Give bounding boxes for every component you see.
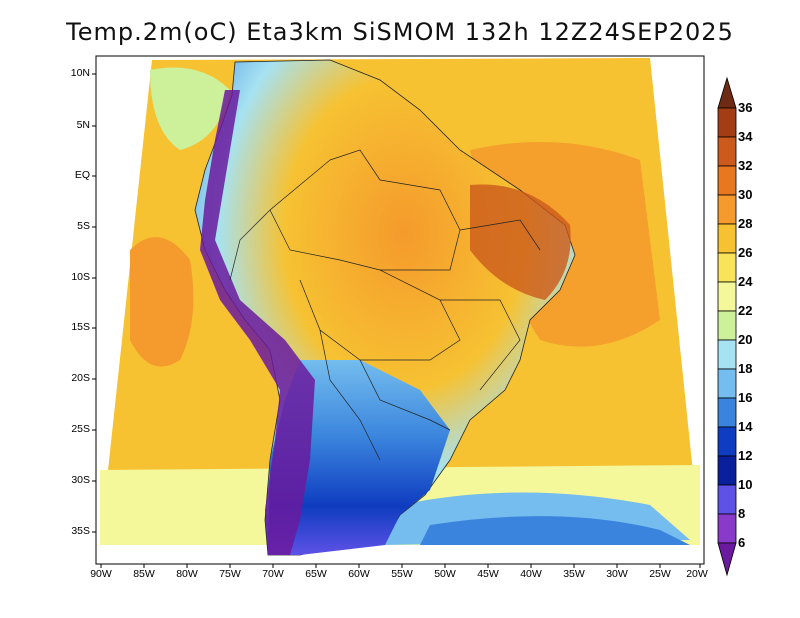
colorbar-label-6: 6: [738, 535, 746, 550]
lon-label-55w: 55W: [391, 568, 413, 580]
lat-label-30s: 30S: [71, 474, 90, 486]
lon-label-70w: 70W: [262, 568, 284, 580]
colorbar-bin-26: [717, 252, 737, 283]
lat-label-eq: EQ: [74, 169, 90, 181]
lon-label-25w: 25W: [649, 568, 671, 580]
lat-label-5n: 5N: [76, 119, 90, 131]
axis-ticks: [92, 73, 701, 568]
lon-label-40w: 40W: [520, 568, 542, 580]
colorbar-label-36: 36: [738, 100, 753, 115]
colorbar-bin-14: [717, 426, 737, 457]
colorbar-label-18: 18: [738, 361, 753, 376]
colorbar-bin-16: [717, 397, 737, 428]
colorbar-bin-36: [717, 107, 737, 138]
colorbar-bin-28: [717, 223, 737, 254]
lat-label-25s: 25S: [71, 423, 90, 435]
colorbar-label-14: 14: [738, 419, 753, 434]
lat-label-35s: 35S: [71, 525, 90, 537]
southern-ocean-cold: [420, 516, 690, 545]
colorbar-label-10: 10: [738, 477, 753, 492]
colorbar-bin-8: [717, 513, 737, 544]
northeast-hot-zone: [470, 184, 571, 300]
colorbar-label-12: 12: [738, 448, 753, 463]
colorbar-label-28: 28: [738, 216, 753, 231]
lon-label-80w: 80W: [176, 568, 198, 580]
colorbar-bin-34: [717, 136, 737, 167]
colorbar-label-22: 22: [738, 303, 753, 318]
lat-label-10n: 10N: [70, 67, 90, 79]
lon-label-30w: 30W: [606, 568, 628, 580]
pacific-warm-patch: [130, 237, 194, 367]
colorbar-label-34: 34: [738, 129, 753, 144]
colorbar-bin-24: [717, 281, 737, 312]
lon-label-50w: 50W: [434, 568, 456, 580]
southern-cone-cold: [268, 360, 450, 555]
colorbar-bin-32: [717, 165, 737, 196]
colorbar-bin-22: [717, 310, 737, 341]
colorbar-bin-18: [717, 368, 737, 399]
lat-label-5s: 5S: [77, 220, 90, 232]
colorbar-label-30: 30: [738, 187, 753, 202]
colorbar-label-20: 20: [738, 332, 753, 347]
map-title: Temp.2m(oC) Eta3km SiSMOM 132h 12Z24SEP2…: [66, 18, 734, 46]
lon-label-60w: 60W: [348, 568, 370, 580]
colorbar: [717, 76, 737, 577]
lon-label-85w: 85W: [133, 568, 155, 580]
colorbar-bin-12: [717, 455, 737, 486]
colorbar-label-16: 16: [738, 390, 753, 405]
colorbar-bin-10: [717, 484, 737, 515]
lat-label-10s: 10S: [71, 271, 90, 283]
lon-label-35w: 35W: [563, 568, 585, 580]
political-boundaries: [229, 149, 541, 461]
colorbar-bin-20: [717, 339, 737, 370]
lon-label-20w: 20W: [686, 568, 708, 580]
lon-label-45w: 45W: [477, 568, 499, 580]
colorbar-label-24: 24: [738, 274, 753, 289]
colorbar-label-26: 26: [738, 245, 753, 260]
colorbar-bin-30: [717, 194, 737, 225]
colorbar-label-8: 8: [738, 506, 746, 521]
pacific-cool-patch: [150, 67, 230, 150]
lat-label-15s: 15S: [71, 321, 90, 333]
lon-label-90w: 90W: [90, 568, 112, 580]
colorbar-top-arrow: [717, 76, 737, 109]
lon-label-65w: 65W: [305, 568, 327, 580]
andes-ridge: [200, 90, 315, 555]
colorbar-bottom-arrow: [717, 542, 737, 577]
map-frame: [95, 55, 705, 565]
colorbar-label-32: 32: [738, 158, 753, 173]
lon-label-75w: 75W: [219, 568, 241, 580]
lat-label-20s: 20S: [71, 372, 90, 384]
